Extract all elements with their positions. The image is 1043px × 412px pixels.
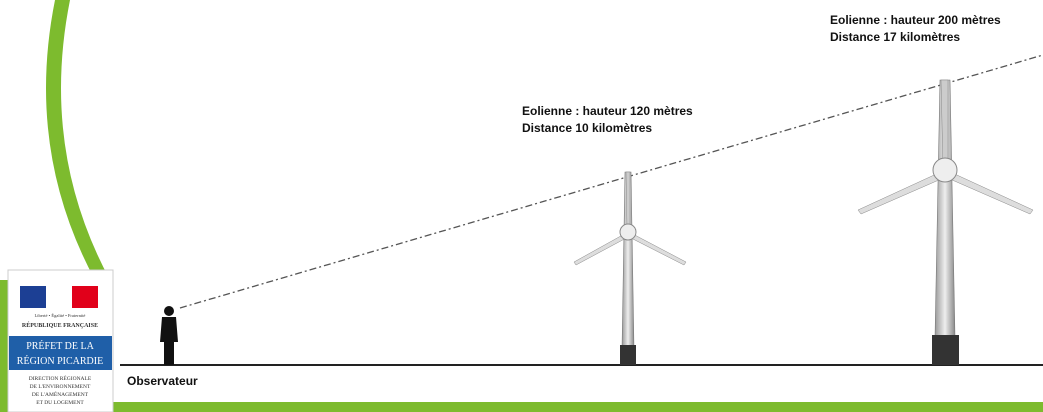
logo-direction: DE L'ENVIRONNEMENT (30, 384, 91, 390)
turbine-distance: Distance 10 kilomètres (522, 121, 652, 135)
turbine-small (574, 172, 686, 365)
turbine-height: Eolienne : hauteur 200 mètres (830, 13, 1001, 27)
flag-white (46, 286, 72, 308)
logo-direction: ET DU LOGEMENT (36, 400, 84, 406)
turbine-height: Eolienne : hauteur 120 mètres (522, 104, 693, 118)
logo-prefect: PRÉFET DE LA (26, 340, 94, 352)
page: Eolienne : hauteur 120 mètres Distance 1… (0, 0, 1043, 412)
logo-motto: Liberté • Égalité • Fraternité (35, 313, 86, 318)
logo-republic: RÉPUBLIQUE FRANÇAISE (22, 321, 98, 329)
sight-line (180, 55, 1043, 308)
green-bar (110, 402, 1043, 412)
flag-blue (20, 286, 46, 308)
logo-prefect: RÉGION PICARDIE (17, 355, 103, 367)
observer-figure (160, 306, 178, 365)
diagram: Eolienne : hauteur 120 mètres Distance 1… (0, 0, 1043, 412)
turbine-distance: Distance 17 kilomètres (830, 30, 960, 44)
flag-red (72, 286, 98, 308)
logo-direction: DE L'AMÉNAGEMENT (32, 390, 89, 398)
turbine-large (858, 80, 1033, 365)
logo-direction: DIRECTION RÉGIONALE (29, 374, 92, 382)
logo: Liberté • Égalité • Fraternité RÉPUBLIQU… (8, 270, 113, 412)
observer-label: Observateur (127, 374, 198, 388)
